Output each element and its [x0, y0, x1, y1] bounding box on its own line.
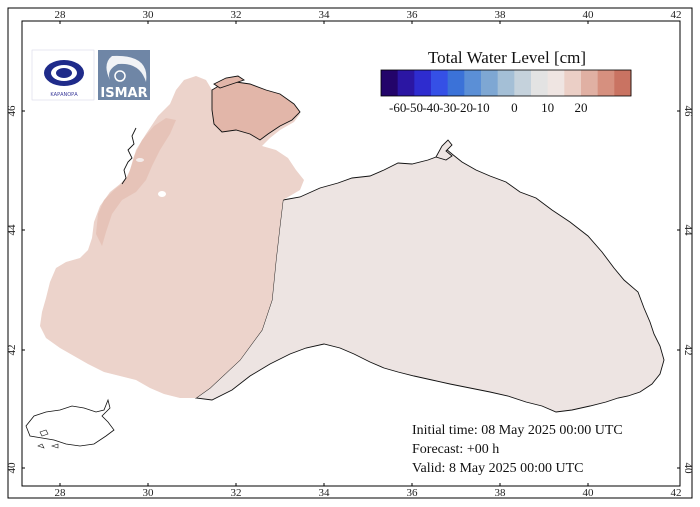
- danube-delta-coast: [121, 127, 137, 185]
- longitude-tick-label: 32: [231, 9, 242, 21]
- legend-swatch: [414, 70, 432, 96]
- logo-left: ΚΑΡΑΝΟΡΑ: [31, 49, 95, 101]
- north-inlet: [213, 75, 246, 89]
- longitude-tick-label: 38: [495, 9, 507, 21]
- longitude-tick-label: 34: [319, 9, 331, 21]
- legend-swatch: [464, 70, 482, 96]
- longitude-tick-label: 40: [583, 9, 595, 21]
- longitude-labels-top: 28 30 32 34 36 38 40 42: [55, 9, 682, 21]
- legend-colorbar: [380, 69, 632, 97]
- legend-swatch: [597, 70, 615, 96]
- latitude-tick-label: 44: [682, 225, 694, 237]
- island-zmiinyi: [158, 191, 166, 197]
- legend-tick-label: 0: [511, 100, 518, 115]
- forecast-text: Forecast: +00 h: [412, 442, 499, 457]
- latitude-labels-right: 46 44 42 40: [682, 106, 694, 475]
- legend-tick-label: -10: [472, 100, 489, 115]
- longitude-tick-label: 30: [143, 487, 155, 499]
- longitude-tick-label: 42: [671, 487, 682, 499]
- legend-swatch: [514, 70, 532, 96]
- latitude-tick-label: 44: [6, 224, 18, 236]
- east-spit: [435, 139, 453, 161]
- danube-lake: [136, 158, 144, 162]
- legend-swatch: [397, 70, 415, 96]
- legend-tick-label: -40: [422, 100, 439, 115]
- legend-title: Total Water Level [cm]: [428, 48, 586, 67]
- legend-swatch: [531, 70, 549, 96]
- initial-time-text: Initial time: 08 May 2025 00:00 UTC: [412, 423, 623, 438]
- longitude-tick-label: 42: [671, 9, 682, 21]
- longitude-tick-label: 34: [319, 487, 331, 499]
- legend-tick-label: -50: [406, 100, 423, 115]
- longitude-tick-label: 30: [143, 9, 155, 21]
- valid-time-text: Valid: 8 May 2025 00:00 UTC: [412, 461, 584, 476]
- logo-right: ISMAR: [98, 50, 150, 101]
- longitude-tick-label: 40: [583, 487, 595, 499]
- legend-swatch: [564, 70, 582, 96]
- latitude-tick-label: 46: [6, 105, 18, 117]
- longitude-tick-label: 28: [55, 487, 67, 499]
- longitude-tick-label: 32: [231, 487, 242, 499]
- legend-swatch: [381, 70, 399, 96]
- legend-tick-label: -20: [456, 100, 473, 115]
- longitude-tick-label: 38: [495, 487, 507, 499]
- legend-swatch: [614, 70, 632, 96]
- longitude-tick-label: 36: [407, 9, 419, 21]
- legend-swatch: [581, 70, 599, 96]
- latitude-labels-left: 46 44 42 40: [6, 105, 18, 474]
- marmara-islands: [37, 429, 59, 449]
- latitude-tick-label: 40: [6, 462, 18, 474]
- legend-swatch: [447, 70, 465, 96]
- legend-labels: -60 -50 -40 -30 -20 -10 0 10 20: [389, 100, 588, 115]
- legend-swatch: [497, 70, 515, 96]
- legend-tick-label: -60: [389, 100, 406, 115]
- sea-of-azov: [211, 81, 301, 141]
- frame-ticks: [22, 21, 680, 486]
- legend-swatch: [431, 70, 449, 96]
- logo-left-text: ΚΑΡΑΝΟΡΑ: [50, 92, 78, 98]
- legend-swatch: [547, 70, 565, 96]
- longitude-labels-bottom: 28 30 32 34 36 38 40 42: [55, 487, 682, 499]
- longitude-tick-label: 36: [407, 487, 419, 499]
- legend-tick-label: 10: [541, 100, 554, 115]
- latitude-tick-label: 42: [682, 345, 694, 356]
- latitude-tick-label: 40: [682, 463, 694, 475]
- legend-swatch: [481, 70, 499, 96]
- legend-tick-label: 20: [575, 100, 588, 115]
- logo-right-wave-icon: [106, 55, 147, 82]
- sea-west: [40, 76, 304, 398]
- latitude-tick-label: 42: [6, 345, 18, 356]
- marmara-coast: [25, 398, 115, 447]
- logo-right-text: ISMAR: [100, 86, 147, 101]
- sea-northwest-shelf: [96, 118, 176, 246]
- latitude-tick-label: 46: [682, 106, 694, 118]
- legend-tick-label: -30: [439, 100, 456, 115]
- legend-border: [380, 69, 632, 97]
- longitude-tick-label: 28: [55, 9, 67, 21]
